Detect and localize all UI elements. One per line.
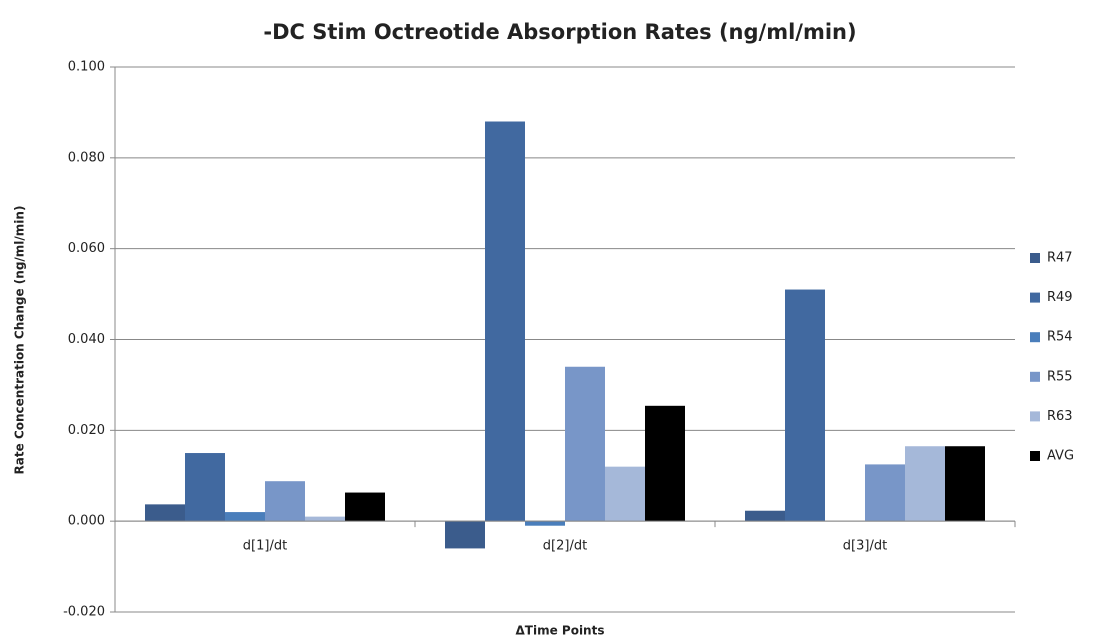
y-tick-label: -0.020	[63, 605, 105, 620]
bar	[445, 521, 485, 549]
bar	[785, 289, 825, 522]
y-tick-label: 0.060	[68, 241, 105, 256]
y-tick-label: 0.040	[68, 332, 105, 347]
x-tick-label: d[1]/dt	[243, 539, 287, 554]
bar	[225, 512, 265, 522]
bar	[745, 510, 785, 522]
legend-label: R63	[1047, 409, 1073, 424]
legend-label: R54	[1047, 330, 1073, 345]
bar	[605, 466, 645, 522]
y-tick-label: 0.080	[68, 150, 105, 165]
legend-swatch	[1030, 411, 1040, 422]
bar	[345, 492, 385, 522]
bar	[905, 446, 945, 522]
legend-swatch	[1030, 253, 1040, 263]
y-axis-title: Rate Concentration Change (ng/ml/min)	[13, 206, 27, 475]
bar	[485, 121, 525, 522]
legend-swatch	[1030, 332, 1040, 343]
legend-swatch	[1030, 451, 1040, 461]
y-tick-label: 0.000	[68, 514, 105, 529]
legend-label: R49	[1047, 290, 1073, 305]
bar	[185, 453, 225, 522]
y-tick-label: 0.100	[68, 60, 105, 75]
legend-label: R47	[1047, 251, 1073, 266]
y-tick-label: 0.020	[68, 423, 105, 438]
bar	[305, 516, 345, 522]
legend-swatch	[1030, 371, 1040, 382]
chart-title: -DC Stim Octreotide Absorption Rates (ng…	[263, 20, 856, 44]
legend-label: R55	[1047, 369, 1073, 384]
x-axis-title: ΔTime Points	[516, 624, 605, 638]
bar	[945, 446, 985, 522]
x-tick-label: d[2]/dt	[543, 539, 587, 554]
bar	[265, 481, 305, 522]
legend-label: AVG	[1047, 449, 1074, 464]
bar	[645, 405, 685, 522]
bar	[145, 504, 185, 522]
bar	[525, 521, 565, 526]
bar	[565, 366, 605, 522]
bar	[865, 464, 905, 522]
legend-swatch	[1030, 292, 1040, 303]
x-tick-label: d[3]/dt	[843, 539, 887, 554]
